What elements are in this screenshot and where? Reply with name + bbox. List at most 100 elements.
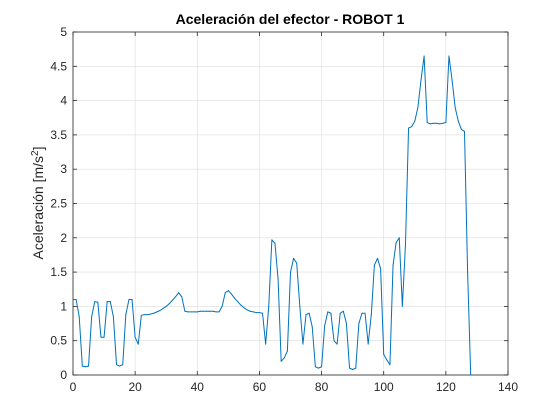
- data-point: [429, 123, 431, 125]
- data-point: [240, 304, 242, 306]
- data-point: [262, 312, 264, 314]
- data-point: [78, 316, 80, 318]
- grid: [72, 31, 509, 376]
- data-point: [246, 309, 248, 311]
- data-point: [377, 257, 378, 259]
- data-point: [314, 366, 316, 368]
- y-tick-label: 0: [60, 368, 67, 382]
- data-point: [193, 311, 195, 313]
- data-point: [398, 237, 400, 239]
- data-point: [100, 336, 102, 338]
- data-point: [91, 316, 93, 318]
- data-point: [81, 365, 83, 367]
- x-tick-label: 140: [498, 380, 518, 394]
- data-point: [286, 350, 288, 352]
- data-point: [305, 314, 307, 316]
- data-point: [137, 343, 139, 345]
- data-point: [373, 264, 375, 266]
- data-point: [106, 301, 108, 303]
- data-point: [134, 336, 136, 338]
- y-tick-label: 5: [60, 25, 67, 39]
- data-point: [252, 311, 254, 313]
- data-point: [84, 366, 86, 368]
- data-point: [442, 122, 444, 124]
- y-axis-label: Aceleración [m/s2]: [30, 147, 46, 260]
- data-point: [330, 312, 332, 314]
- data-point: [147, 314, 149, 316]
- data-point: [168, 303, 170, 305]
- x-tick-label: 20: [128, 380, 142, 394]
- data-point: [159, 310, 161, 312]
- data-point: [72, 299, 74, 301]
- chart-title: Aceleración del efector - ROBOT 1: [176, 11, 405, 27]
- data-point: [364, 312, 366, 314]
- data-point: [249, 310, 251, 312]
- data-point: [389, 364, 391, 366]
- data-point: [423, 55, 425, 57]
- data-point: [103, 336, 105, 338]
- data-point: [258, 312, 260, 314]
- data-point: [317, 367, 319, 369]
- data-point: [426, 122, 428, 124]
- data-point: [221, 305, 223, 307]
- ticks: 0 20 40 60 80 100 120 140 0 0.5 1 1.5 2 2.5 3 3.5 4 4.5 5: [50, 25, 518, 394]
- data-point: [448, 55, 450, 57]
- data-point: [408, 127, 410, 129]
- data-point: [349, 367, 351, 369]
- data-point: [358, 323, 360, 325]
- data-point: [209, 310, 211, 312]
- data-point: [181, 296, 183, 298]
- data-point: [401, 305, 403, 307]
- data-point: [460, 128, 462, 130]
- data-point: [342, 310, 344, 312]
- data-point: [125, 314, 127, 316]
- data-point: [75, 299, 77, 301]
- data-point: [153, 312, 155, 314]
- data-point: [112, 316, 114, 318]
- data-point: [150, 313, 152, 315]
- data-point: [230, 293, 232, 295]
- data-point: [386, 359, 388, 361]
- data-point: [383, 353, 385, 355]
- y-tick-label: 2.5: [50, 197, 67, 211]
- data-point: [467, 271, 469, 273]
- data-point: [380, 268, 382, 270]
- data-point: [395, 242, 397, 244]
- data-point: [321, 366, 323, 368]
- y-tick-label: 3: [60, 162, 67, 176]
- series-group: [72, 55, 472, 376]
- data-point: [196, 311, 198, 313]
- data-point: [143, 314, 145, 316]
- data-point: [370, 314, 372, 316]
- data-point: [339, 312, 341, 314]
- data-point: [327, 311, 329, 313]
- data-point: [333, 340, 335, 342]
- data-point: [162, 307, 164, 309]
- data-point: [175, 296, 177, 298]
- data-point: [293, 257, 295, 259]
- data-point: [324, 325, 326, 327]
- data-point: [97, 301, 99, 303]
- data-point: [361, 312, 363, 314]
- data-point: [439, 123, 441, 125]
- y-tick-label: 3.5: [50, 128, 67, 142]
- data-point: [190, 311, 192, 313]
- data-point: [94, 301, 96, 303]
- data-point: [178, 292, 180, 294]
- data-point: [296, 262, 298, 264]
- x-tick-label: 40: [191, 380, 205, 394]
- data-point: [215, 311, 217, 313]
- data-point: [119, 365, 121, 367]
- data-point: [464, 130, 465, 132]
- data-point: [336, 343, 338, 345]
- data-point: [218, 311, 220, 313]
- data-point: [302, 343, 304, 345]
- data-point: [199, 310, 201, 312]
- data-point: [255, 312, 257, 314]
- data-point: [122, 364, 124, 366]
- data-point: [454, 106, 456, 108]
- data-point: [299, 305, 301, 307]
- data-point: [277, 278, 279, 280]
- data-point: [128, 299, 130, 301]
